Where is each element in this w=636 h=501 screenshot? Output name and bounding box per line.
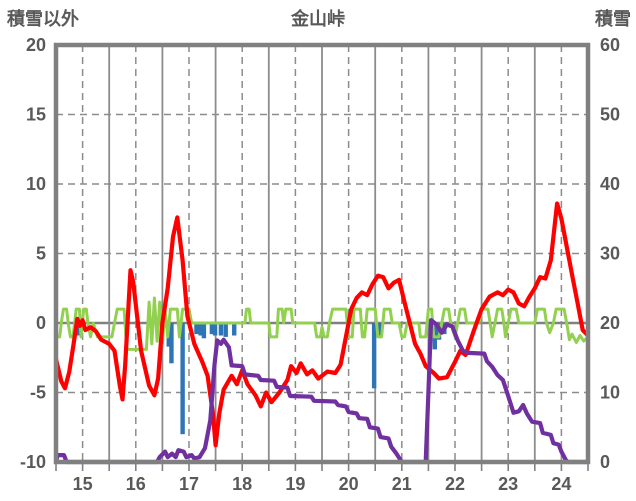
x-tick-label: 20: [339, 474, 359, 494]
blue-bars-bar: [169, 323, 174, 364]
purple-line: [53, 318, 591, 465]
blue-bars-bar: [377, 323, 382, 336]
x-tick-label: 24: [551, 474, 571, 494]
x-tick-label: 18: [232, 474, 252, 494]
right-tick-label: 20: [600, 313, 620, 333]
green-line: [54, 296, 590, 351]
right-tick-label: 10: [600, 383, 620, 403]
blue-bars-bar: [198, 323, 203, 336]
x-tick-label: 23: [498, 474, 518, 494]
x-tick-label: 15: [73, 474, 93, 494]
plot-border: [53, 42, 591, 465]
blue-bars-bar: [218, 323, 224, 336]
x-tick-label: 19: [285, 474, 305, 494]
left-axis-title: 積雪以外: [7, 9, 79, 29]
left-tick-label: -10: [20, 452, 46, 472]
x-tick-label: 21: [392, 474, 412, 494]
blue-bars-bar: [212, 323, 218, 336]
x-tick-label: 17: [179, 474, 199, 494]
right-tick-label: 60: [600, 35, 620, 55]
blue-bars-bar: [180, 323, 185, 435]
left-tick-label: 20: [26, 35, 46, 55]
right-tick-label: 30: [600, 244, 620, 264]
blue-bars-bar: [371, 323, 377, 389]
left-tick-label: 0: [36, 313, 46, 333]
chart-title: 金山峠: [291, 9, 345, 29]
right-tick-label: 0: [600, 452, 610, 472]
blue-bars-bar: [209, 323, 215, 335]
blue-bars-bar: [201, 323, 207, 339]
blue-bars-bar: [76, 323, 81, 336]
right-tick-label: 50: [600, 105, 620, 125]
left-tick-label: 15: [26, 105, 46, 125]
blue-bars-bar: [223, 323, 228, 337]
right-tick-label: 40: [600, 174, 620, 194]
left-tick-label: 5: [36, 244, 46, 264]
left-tick-label: -5: [30, 383, 46, 403]
left-tick-label: 10: [26, 174, 46, 194]
x-tick-label: 16: [126, 474, 146, 494]
blue-bars-bar: [232, 323, 237, 336]
red-line: [53, 201, 591, 448]
blue-bars-bar: [194, 323, 199, 335]
x-tick-label: 22: [445, 474, 465, 494]
right-axis-title: 積雪: [595, 9, 631, 29]
